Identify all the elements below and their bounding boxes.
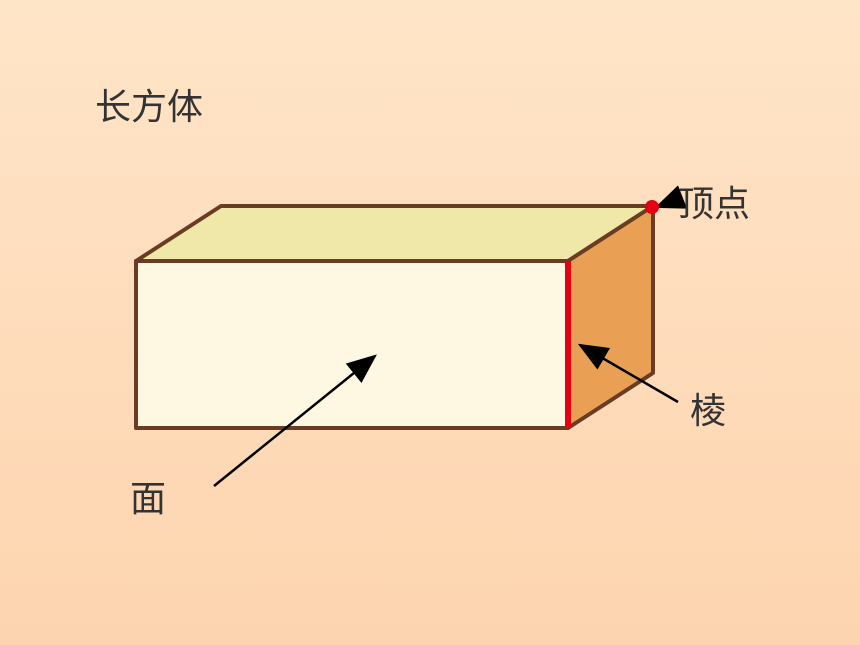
label-face: 面 [130,470,166,522]
label-edge: 棱 [690,382,726,434]
label-vertex: 顶点 [678,175,750,227]
title-cuboid: 长方体 [95,78,203,130]
